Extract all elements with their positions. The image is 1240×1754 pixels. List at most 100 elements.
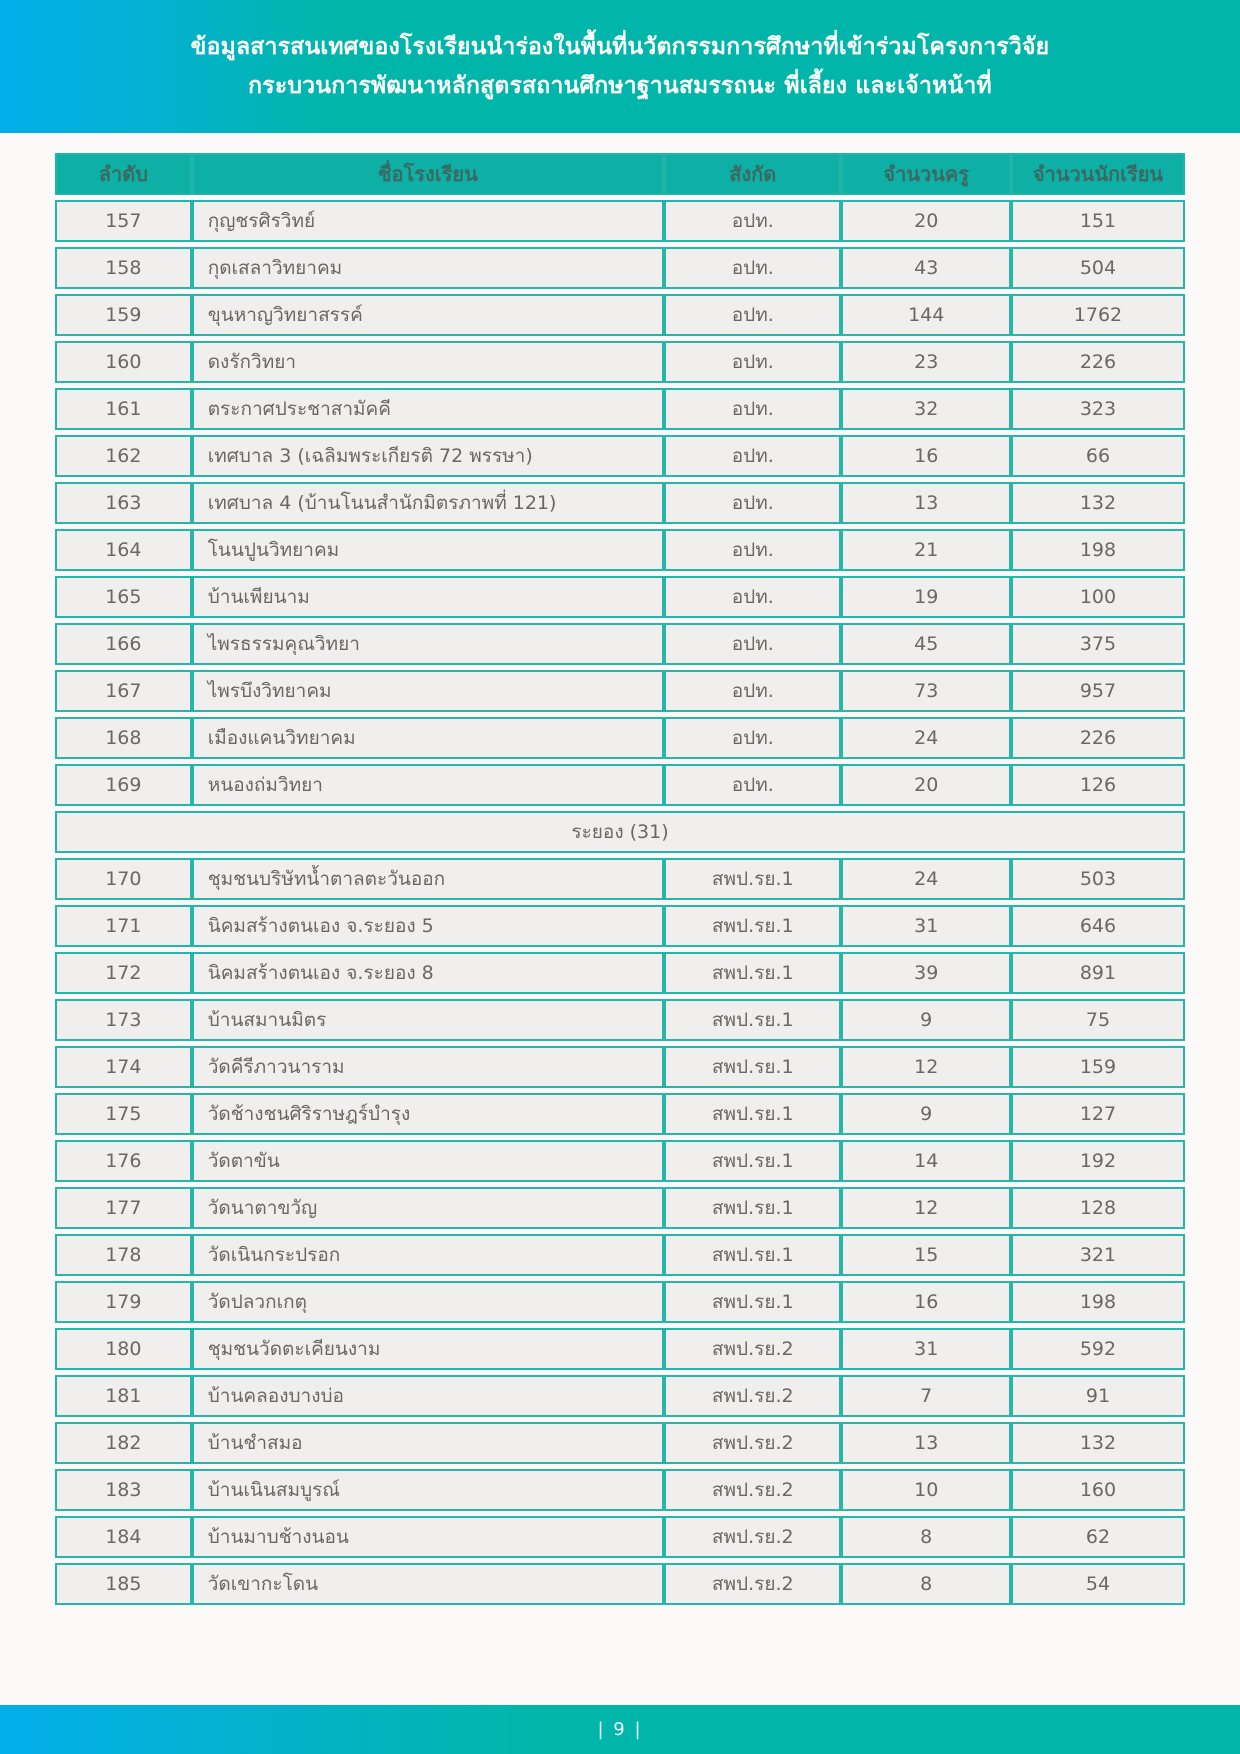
cell-school-name: วัดนาตาขวัญ [191,1187,665,1229]
cell-school-name: บ้านสมานมิตร [191,999,665,1041]
cell-affiliation: สพป.รย.1 [664,1281,842,1323]
table-row: 165 บ้านเพียนาม อปท. 19 100 [55,576,1185,618]
cell-affiliation: อปท. [664,388,842,430]
cell-index: 176 [55,1140,192,1182]
table-row: 180 ชุมชนวัดตะเคียนงาม สพป.รย.2 31 592 [55,1328,1185,1370]
column-header: ชื่อโรงเรียน [191,153,665,195]
cell-student-count: 592 [1010,1328,1185,1370]
cell-index: 182 [55,1422,192,1464]
cell-index: 177 [55,1187,192,1229]
cell-teacher-count: 15 [841,1234,1011,1276]
table-row: 158 กุดเสลาวิทยาคม อปท. 43 504 [55,247,1185,289]
cell-student-count: 132 [1010,482,1185,524]
table-row: 168 เมืองแคนวิทยาคม อปท. 24 226 [55,717,1185,759]
cell-teacher-count: 21 [841,529,1011,571]
table-body: 157 กุญชรศิรวิทย์ อปท. 20 151 158 กุดเสลาวิทยา… [55,200,1185,1605]
cell-student-count: 957 [1010,670,1185,712]
cell-affiliation: สพป.รย.1 [664,952,842,994]
table-row: 178 วัดเนินกระปรอก สพป.รย.1 15 321 [55,1234,1185,1276]
column-header: จำนวนนักเรียน [1010,153,1185,195]
cell-student-count: 159 [1010,1046,1185,1088]
cell-affiliation: อปท. [664,435,842,477]
cell-teacher-count: 16 [841,1281,1011,1323]
cell-affiliation: สพป.รย.1 [664,858,842,900]
cell-student-count: 126 [1010,764,1185,806]
table-row: 182 บ้านชำสมอ สพป.รย.2 13 132 [55,1422,1185,1464]
table-row: 160 ดงรักวิทยา อปท. 23 226 [55,341,1185,383]
cell-index: 157 [55,200,192,242]
cell-affiliation: อปท. [664,670,842,712]
cell-school-name: บ้านมาบช้างนอน [191,1516,665,1558]
table-row: 185 วัดเขากะโดน สพป.รย.2 8 54 [55,1563,1185,1605]
cell-affiliation: สพป.รย.2 [664,1422,842,1464]
cell-teacher-count: 73 [841,670,1011,712]
cell-student-count: 54 [1010,1563,1185,1605]
cell-affiliation: สพป.รย.2 [664,1563,842,1605]
cell-student-count: 226 [1010,717,1185,759]
cell-index: 164 [55,529,192,571]
cell-student-count: 100 [1010,576,1185,618]
table-row: 164 โนนปูนวิทยาคม อปท. 21 198 [55,529,1185,571]
cell-school-name: ชุมชนวัดตะเคียนงาม [191,1328,665,1370]
cell-affiliation: สพป.รย.2 [664,1469,842,1511]
table-row: 179 วัดปลวกเกตุ สพป.รย.1 16 198 [55,1281,1185,1323]
cell-affiliation: สพป.รย.1 [664,1187,842,1229]
cell-index: 173 [55,999,192,1041]
table-row: 167 ไพรบึงวิทยาคม อปท. 73 957 [55,670,1185,712]
cell-student-count: 646 [1010,905,1185,947]
cell-school-name: บ้านเนินสมบูรณ์ [191,1469,665,1511]
cell-affiliation: สพป.รย.1 [664,1234,842,1276]
page-number: | 9 | [597,1719,643,1740]
table-row: 173 บ้านสมานมิตร สพป.รย.1 9 75 [55,999,1185,1041]
cell-teacher-count: 12 [841,1187,1011,1229]
table-row: 184 บ้านมาบช้างนอน สพป.รย.2 8 62 [55,1516,1185,1558]
cell-school-name: วัดคีรีภาวนาราม [191,1046,665,1088]
table-row: 170 ชุมชนบริษัทน้ำตาลตะวันออก สพป.รย.1 24 50… [55,858,1185,900]
cell-affiliation: อปท. [664,341,842,383]
table-row: 183 บ้านเนินสมบูรณ์ สพป.รย.2 10 160 [55,1469,1185,1511]
cell-index: 175 [55,1093,192,1135]
cell-student-count: 192 [1010,1140,1185,1182]
cell-teacher-count: 31 [841,905,1011,947]
cell-student-count: 62 [1010,1516,1185,1558]
cell-teacher-count: 31 [841,1328,1011,1370]
cell-teacher-count: 16 [841,435,1011,477]
cell-index: 180 [55,1328,192,1370]
cell-affiliation: อปท. [664,623,842,665]
cell-school-name: กุดเสลาวิทยาคม [191,247,665,289]
cell-index: 168 [55,717,192,759]
section-label: ระยอง (31) [55,811,1185,853]
cell-index: 178 [55,1234,192,1276]
table-row: 163 เทศบาล 4 (บ้านโนนสำนักมิตรภาพที่ 121)… [55,482,1185,524]
cell-index: 167 [55,670,192,712]
cell-teacher-count: 24 [841,717,1011,759]
cell-school-name: วัดปลวกเกตุ [191,1281,665,1323]
schools-table: ลำดับ ชื่อโรงเรียน สังกัด จำนวนครู จำนวนนักเ… [55,148,1185,1610]
cell-teacher-count: 20 [841,764,1011,806]
cell-affiliation: สพป.รย.1 [664,1140,842,1182]
table-row: 172 นิคมสร้างตนเอง จ.ระยอง 8 สพป.รย.1 39 891 [55,952,1185,994]
cell-teacher-count: 13 [841,482,1011,524]
cell-student-count: 151 [1010,200,1185,242]
cell-teacher-count: 23 [841,341,1011,383]
cell-affiliation: อปท. [664,482,842,524]
cell-school-name: บ้านคลองบางบ่อ [191,1375,665,1417]
table-head-row: ลำดับ ชื่อโรงเรียน สังกัด จำนวนครู จำนวนนักเ… [55,153,1185,195]
cell-school-name: ตระกาศประชาสามัคคี [191,388,665,430]
cell-index: 172 [55,952,192,994]
cell-teacher-count: 13 [841,1422,1011,1464]
table-row: 162 เทศบาล 3 (เฉลิมพระเกียรติ 72 พรรษา) อป… [55,435,1185,477]
table-container: ลำดับ ชื่อโรงเรียน สังกัด จำนวนครู จำนวนนักเ… [55,148,1185,1610]
table-row: 166 ไพรธรรมคุณวิทยา อปท. 45 375 [55,623,1185,665]
cell-teacher-count: 39 [841,952,1011,994]
section-row: ระยอง (31) [55,811,1185,853]
cell-student-count: 504 [1010,247,1185,289]
table-row: 174 วัดคีรีภาวนาราม สพป.รย.1 12 159 [55,1046,1185,1088]
report-title-line2: กระบวนการพัฒนาหลักสูตรสถานศึกษาฐานสมรรถน… [248,73,992,99]
cell-affiliation: อปท. [664,576,842,618]
cell-school-name: บ้านชำสมอ [191,1422,665,1464]
cell-school-name: เทศบาล 4 (บ้านโนนสำนักมิตรภาพที่ 121) [191,482,665,524]
table-row: 181 บ้านคลองบางบ่อ สพป.รย.2 7 91 [55,1375,1185,1417]
cell-teacher-count: 19 [841,576,1011,618]
table-row: 171 นิคมสร้างตนเอง จ.ระยอง 5 สพป.รย.1 31 646 [55,905,1185,947]
